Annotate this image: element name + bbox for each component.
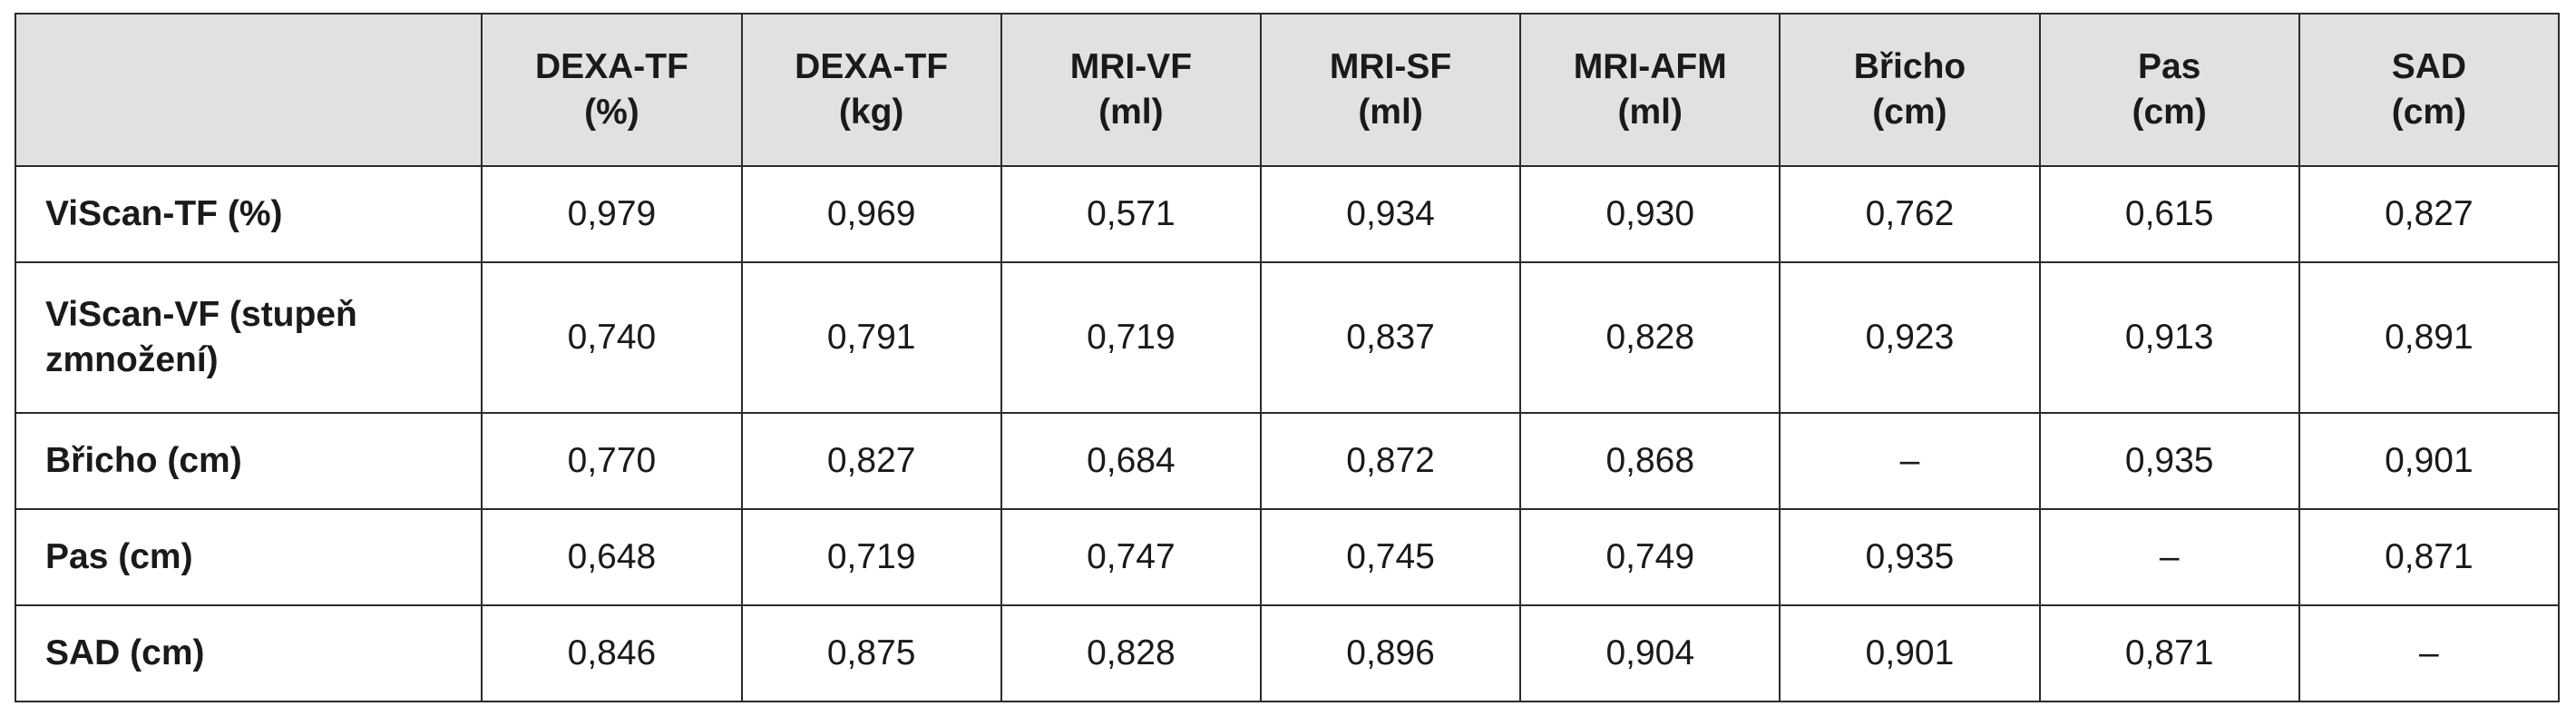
table-cell: 0,837 [1259,261,1522,414]
header-row: DEXA-TF (%) DEXA-TF (kg) MRI-VF (ml) MRI-SF… [14,13,2561,167]
column-header-unit: (cm) [1872,93,1947,132]
table-body: ViScan-TF (%) 0,979 0,969 0,571 0,934 0,… [14,165,2561,702]
column-header-unit: (ml) [1358,93,1423,132]
column-header-name: Břicho [1853,47,1966,86]
column-header: DEXA-TF (%) [481,13,743,167]
table-cell: 0,868 [1519,412,1781,510]
column-header: Břicho (cm) [1779,13,2041,167]
table-cell: 0,979 [481,165,743,263]
column-header-name: DEXA-TF [795,47,949,86]
table-cell: 0,747 [1000,508,1262,606]
table-cell: 0,770 [481,412,743,510]
table-cell: 0,740 [481,261,743,414]
table-cell: 0,935 [2038,412,2300,510]
table-header: DEXA-TF (%) DEXA-TF (kg) MRI-VF (ml) MRI-SF… [14,13,2561,167]
row-header: Pas (cm) [14,508,483,606]
table-cell: 0,871 [2038,604,2300,702]
table-cell: 0,901 [2298,412,2561,510]
table-cell: 0,935 [1779,508,2041,606]
table-cell: 0,827 [2298,165,2561,263]
column-header: DEXA-TF (kg) [740,13,1002,167]
column-header-name: Pas [2137,47,2201,86]
row-header: Břicho (cm) [14,412,483,510]
table-cell: – [2038,508,2300,606]
table-cell: 0,904 [1519,604,1781,702]
table-cell: 0,875 [740,604,1002,702]
column-header-unit: (kg) [838,93,904,132]
table-cell: 0,891 [2298,261,2561,414]
table-cell: 0,871 [2298,508,2561,606]
row-header: SAD (cm) [14,604,483,702]
table-row: ViScan-TF (%) 0,979 0,969 0,571 0,934 0,… [14,165,2561,263]
table-cell: 0,846 [481,604,743,702]
column-header-name: MRI-AFM [1573,47,1727,86]
table-cell: – [2298,604,2561,702]
table-cell: – [1779,412,2041,510]
table-row: Břicho (cm) 0,770 0,827 0,684 0,872 0,86… [14,412,2561,510]
table-cell: 0,684 [1000,412,1262,510]
table-cell: 0,648 [481,508,743,606]
table-cell: 0,749 [1519,508,1781,606]
table-cell: 0,828 [1000,604,1262,702]
correlation-table: DEXA-TF (%) DEXA-TF (kg) MRI-VF (ml) MRI-SF… [14,13,2561,702]
table-cell: 0,828 [1519,261,1781,414]
header-corner-cell [14,13,483,167]
table-cell: 0,901 [1779,604,2041,702]
column-header-unit: (cm) [2132,93,2207,132]
column-header-name: MRI-SF [1329,47,1452,86]
table-row: ViScan-VF (stupeň zmnožení) 0,740 0,791 … [14,261,2561,414]
table-cell: 0,969 [740,165,1002,263]
table-cell: 0,827 [740,412,1002,510]
column-header-unit: (ml) [1098,93,1164,132]
table-cell: 0,923 [1779,261,2041,414]
table-cell: 0,791 [740,261,1002,414]
table-cell: 0,615 [2038,165,2300,263]
column-header-unit: (ml) [1617,93,1683,132]
table-cell: 0,930 [1519,165,1781,263]
column-header: SAD (cm) [2298,13,2561,167]
table-cell: 0,762 [1779,165,2041,263]
table-cell: 0,571 [1000,165,1262,263]
row-header: ViScan-VF (stupeň zmnožení) [14,261,483,414]
table-row: SAD (cm) 0,846 0,875 0,828 0,896 0,904 0… [14,604,2561,702]
table-cell: 0,913 [2038,261,2300,414]
column-header-name: SAD [2391,47,2467,86]
table-cell: 0,719 [740,508,1002,606]
row-header: ViScan-TF (%) [14,165,483,263]
table-cell: 0,719 [1000,261,1262,414]
column-header-unit: (%) [584,93,639,132]
table-cell: 0,745 [1259,508,1522,606]
column-header-unit: (cm) [2391,93,2467,132]
table-cell: 0,872 [1259,412,1522,510]
table-cell: 0,896 [1259,604,1522,702]
column-header: MRI-VF (ml) [1000,13,1262,167]
column-header-name: DEXA-TF [534,47,688,86]
column-header-name: MRI-VF [1069,47,1193,86]
column-header: Pas (cm) [2038,13,2300,167]
table-container: DEXA-TF (%) DEXA-TF (kg) MRI-VF (ml) MRI-SF… [14,13,2561,702]
table-cell: 0,934 [1259,165,1522,263]
table-row: Pas (cm) 0,648 0,719 0,747 0,745 0,749 0… [14,508,2561,606]
column-header: MRI-SF (ml) [1259,13,1522,167]
column-header: MRI-AFM (ml) [1519,13,1781,167]
